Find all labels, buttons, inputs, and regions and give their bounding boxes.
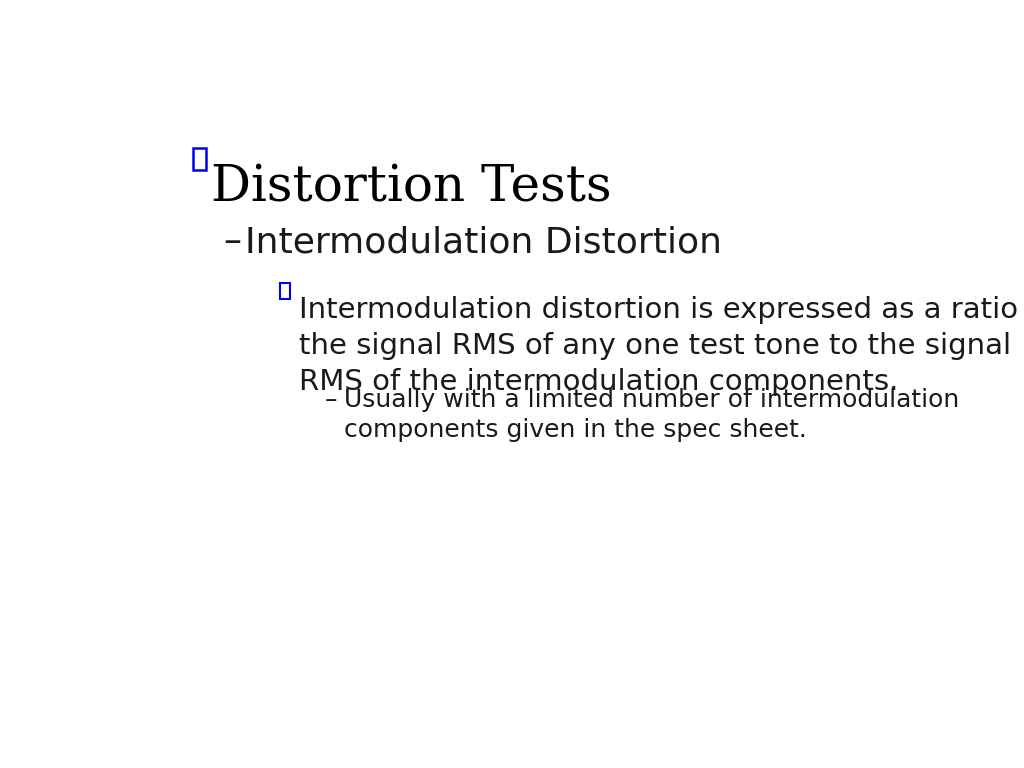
Text: Usually with a limited number of intermodulation
components given in the spec sh: Usually with a limited number of intermo…	[344, 388, 959, 442]
Text: Intermodulation Distortion: Intermodulation Distortion	[246, 225, 723, 260]
Text: Distortion Tests: Distortion Tests	[211, 163, 612, 213]
Text: Intermodulation distortion is expressed as a ratio of
the signal RMS of any one : Intermodulation distortion is expressed …	[299, 296, 1024, 396]
Text: –: –	[325, 388, 337, 412]
FancyBboxPatch shape	[281, 283, 290, 299]
Text: –: –	[223, 225, 242, 260]
FancyBboxPatch shape	[194, 147, 206, 170]
